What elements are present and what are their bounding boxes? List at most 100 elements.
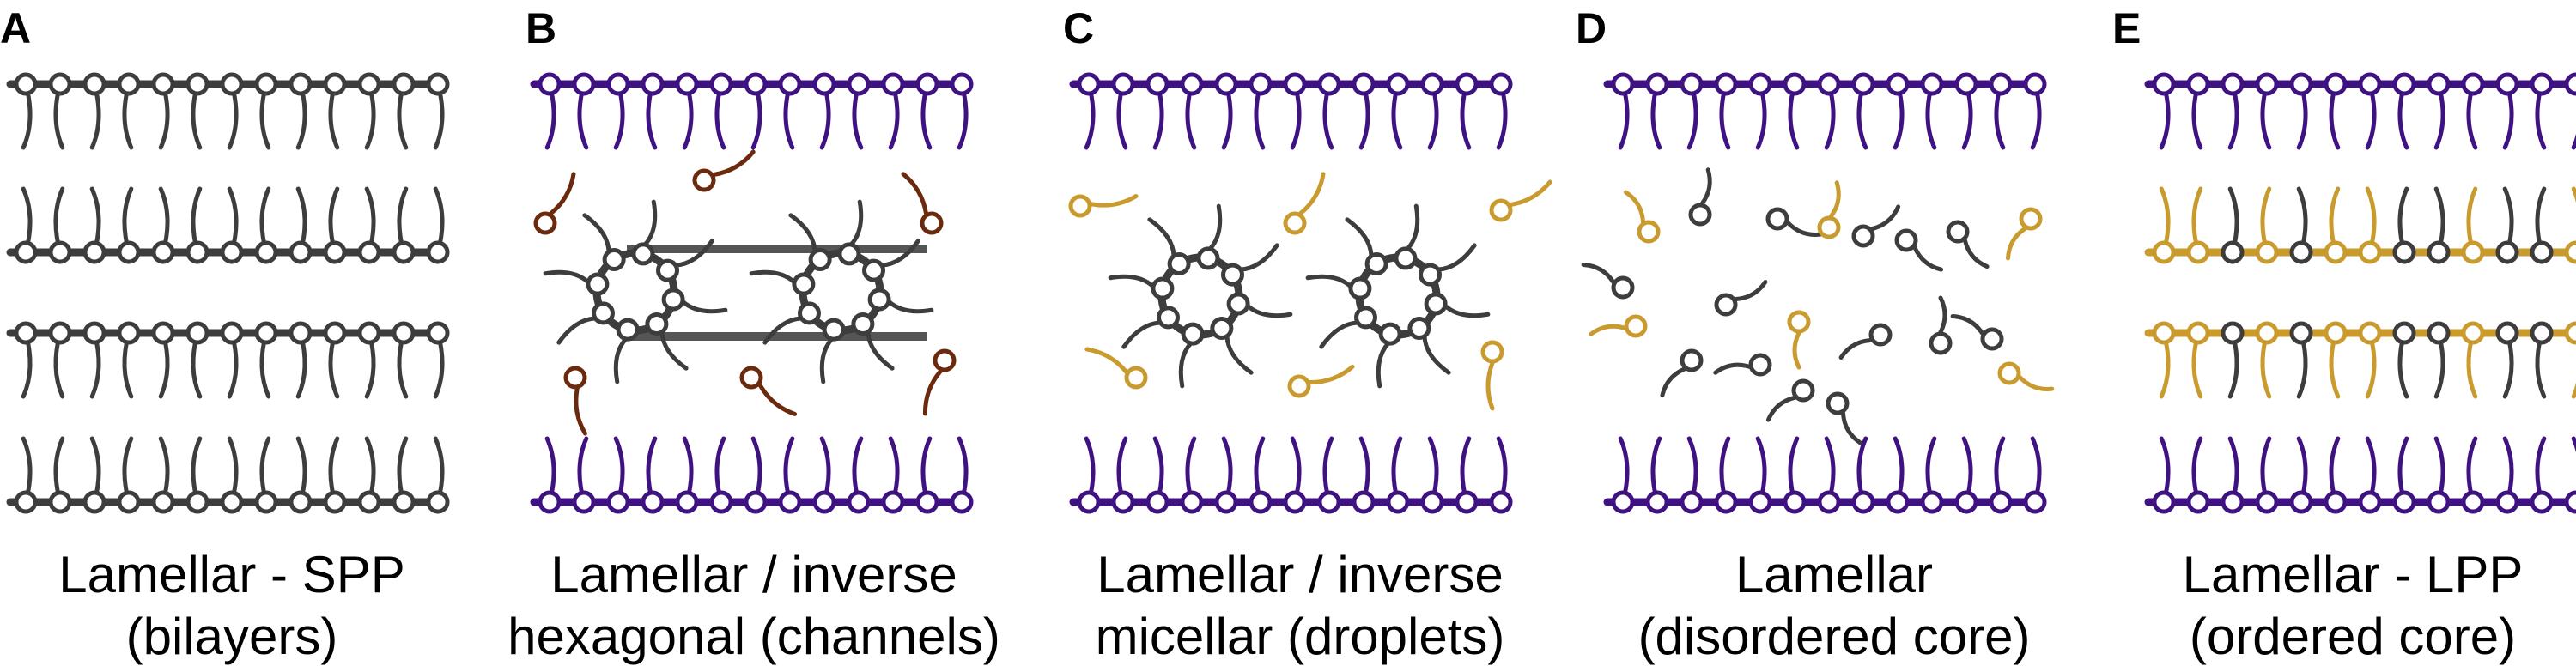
free-lipid-tail [1485, 360, 1495, 411]
micelle-lipid-head [1226, 292, 1250, 316]
micelle-lipid-head [586, 272, 610, 296]
lipid-head [2221, 321, 2245, 345]
free-lipid-head [1068, 194, 1092, 218]
lipid-head [2495, 321, 2519, 345]
lipid-head [538, 72, 562, 96]
lipid-head [1611, 490, 1635, 514]
lipid-head [1180, 490, 1204, 514]
lipid-head [778, 490, 802, 514]
panel-a-caption-line1: Lamellar - SPP [58, 546, 404, 603]
panel-c-caption-line1: Lamellar / inverse [1097, 546, 1504, 603]
lipid-head [950, 72, 974, 96]
lipid-head [1352, 72, 1376, 96]
panel-a: A Lamellar - SPP (bilayers) [0, 4, 450, 665]
lipid-head [151, 321, 175, 345]
lipid-head [881, 72, 905, 96]
micelle-lipid-tail [1224, 334, 1254, 375]
lipid-head [2324, 240, 2348, 264]
free-lipid-tail [922, 368, 944, 416]
free-lipid-tail [1508, 179, 1552, 207]
lipid-head [1817, 72, 1841, 96]
lipid-head [151, 490, 175, 514]
micelle-lipid-head [602, 247, 626, 271]
free-lipid-head [1817, 215, 1841, 239]
free-lipid-tail [1950, 314, 1985, 336]
lipid-head [1714, 72, 1738, 96]
lipid-head [1420, 72, 1444, 96]
micelle-lipid-head [797, 301, 821, 325]
lipid-head [392, 240, 416, 264]
free-lipid-tail [1581, 263, 1616, 284]
micelle-lipid-tail [673, 239, 714, 268]
lipid-head [185, 321, 210, 345]
lipid-head [812, 72, 836, 96]
micelle-lipid-head [1210, 317, 1234, 341]
lipid-head [1920, 72, 1944, 96]
panel-d-letter: D [1576, 4, 1607, 52]
micelle-lipid-tail [1422, 334, 1451, 375]
lipid-head [151, 240, 175, 264]
micelle-lipid-head [862, 258, 886, 282]
lipid-head [2392, 321, 2416, 345]
panel-a-letter: A [0, 4, 31, 52]
lipid-head [82, 321, 106, 345]
free-lipid-head [1894, 228, 1918, 252]
panel-b-caption-line2: hexagonal (channels) [507, 608, 1000, 665]
lipid-head [48, 321, 72, 345]
lipid-head [392, 490, 416, 514]
micelle-lipid-tail [866, 330, 895, 371]
lipid-head [2289, 321, 2313, 345]
lipid-head [812, 490, 836, 514]
micelle-lipid-tail [582, 213, 611, 254]
lipid-head [1645, 490, 1669, 514]
lipid-head [185, 72, 210, 96]
lipid-head [2358, 490, 2382, 514]
lipid-head [1386, 490, 1410, 514]
free-lipid-head [933, 348, 957, 372]
lipid-head [357, 240, 381, 264]
free-lipid-tail [2017, 374, 2055, 391]
lipid-head [48, 240, 72, 264]
micelle-lipid-tail [1238, 243, 1279, 272]
micelle-lipid-head [1364, 251, 1388, 275]
lipid-head [2152, 321, 2176, 345]
micelle-lipid-tail [1405, 203, 1420, 251]
lipid-head [357, 490, 381, 514]
lipid-head [1748, 72, 1772, 96]
micelle-lipid-head [591, 301, 615, 325]
lipid-head [915, 490, 939, 514]
micelle-lipid-tail [762, 316, 804, 345]
micelle-lipid-tail [1436, 243, 1477, 272]
lipid-head [1748, 490, 1772, 514]
lipid-head [2324, 490, 2348, 514]
micelle-lipid-head [1407, 317, 1431, 341]
channel-line [627, 332, 927, 341]
free-lipid-head [920, 211, 944, 235]
lipid-head [572, 490, 596, 514]
panel-e-art [2144, 72, 2576, 514]
lipid-head [2289, 490, 2313, 514]
panel-b-letter: B [526, 4, 556, 52]
micelle-lipid-head [616, 318, 640, 342]
free-lipid-tail [2006, 226, 2027, 261]
lipid-head [1886, 490, 1910, 514]
lipid-head [1145, 72, 1170, 96]
micelle-lipid-tail [1108, 274, 1156, 289]
micelle-lipid-tail [613, 336, 629, 384]
micelle-lipid-head [1196, 246, 1220, 270]
panel-c: C Lamellar / inverse micellar (droplets) [1063, 4, 1552, 665]
free-lipid-tail [1089, 194, 1139, 208]
panel-b-caption-line1: Lamellar / inverse [550, 546, 957, 603]
lipid-head [254, 321, 278, 345]
lipid-head [426, 240, 450, 264]
lipid-head [2221, 240, 2245, 264]
free-lipid-head [1680, 348, 1704, 372]
lipid-head [1954, 72, 1978, 96]
lipid-head [1283, 72, 1307, 96]
micelle-lipid-tail [1178, 341, 1194, 389]
micelle-lipid-tail [642, 199, 658, 247]
free-lipid-head [1826, 391, 1850, 415]
free-lipid-head [563, 366, 587, 390]
lipid-head [2564, 240, 2576, 264]
